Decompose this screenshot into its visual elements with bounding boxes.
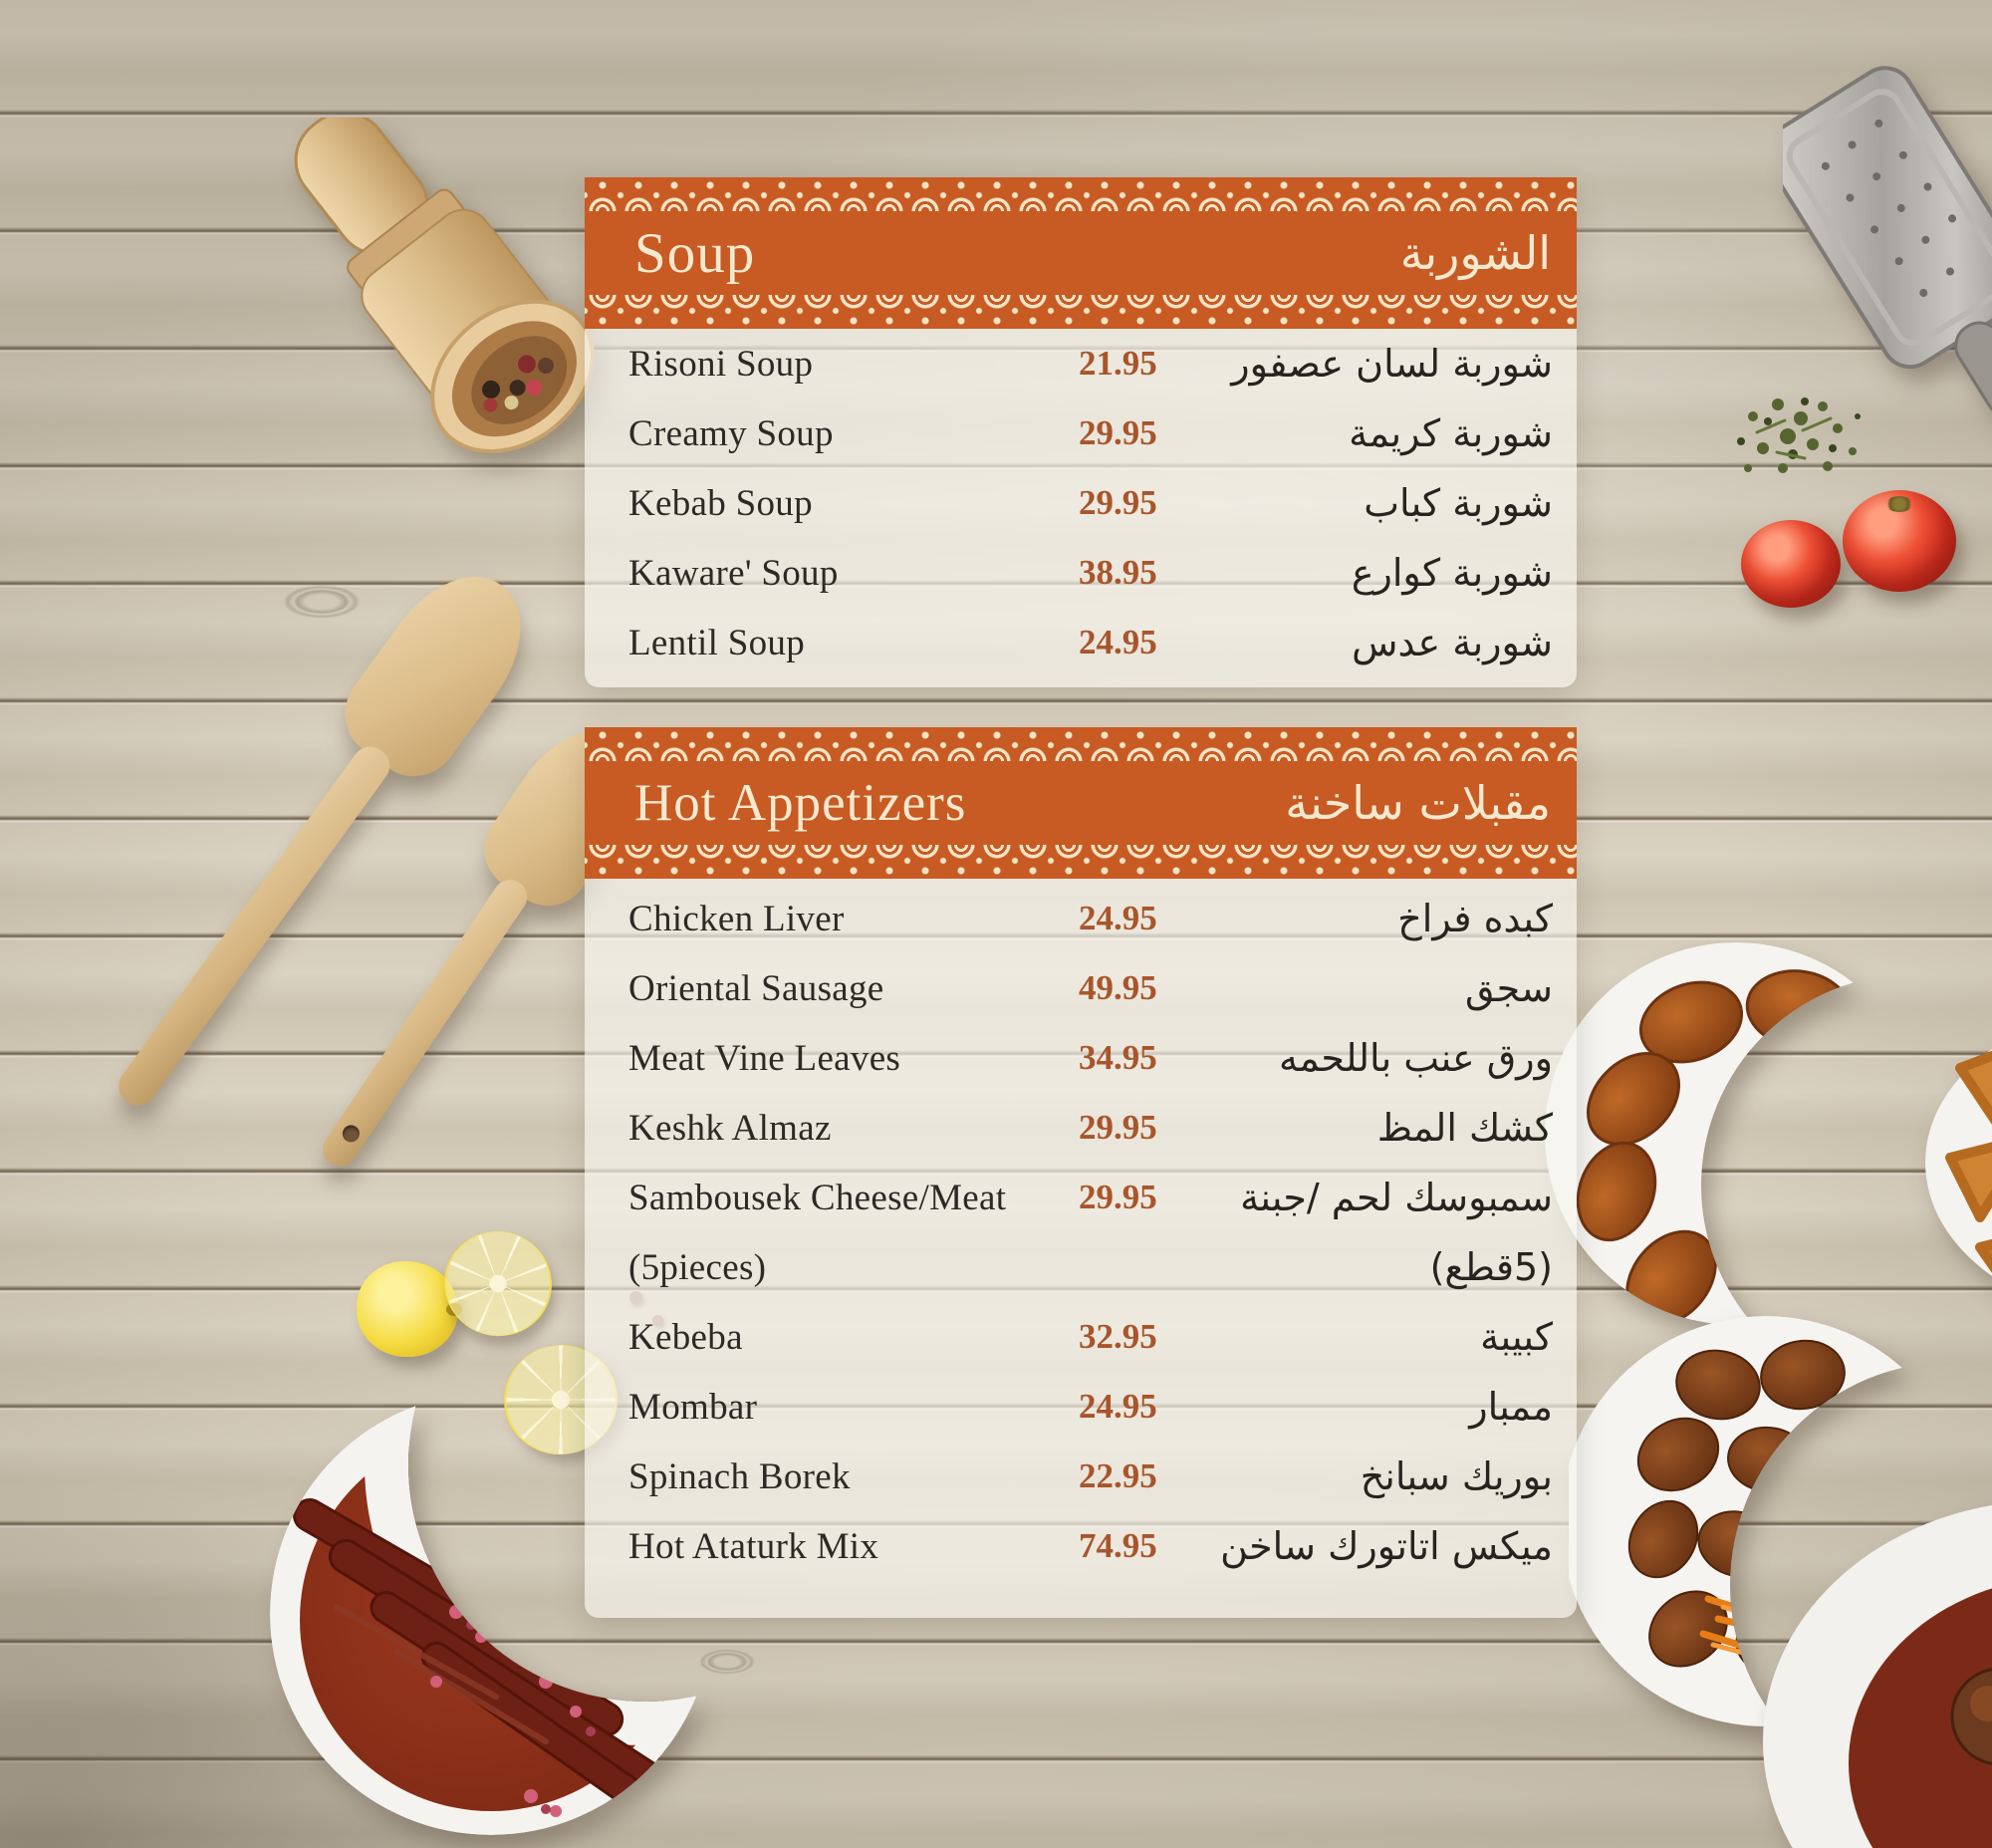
soup-banner-band: Soup الشوربة — [585, 211, 1577, 295]
item-name-en: Spinach Borek — [628, 1455, 851, 1497]
metal-grater-icon — [1783, 62, 1992, 460]
menu-item-row: Meat Vine Leaves 34.95 ورق عنب باللحمه — [585, 1023, 1577, 1093]
item-name-ar: شوربة كوارع — [1351, 551, 1553, 595]
item-price: 29.95 — [1079, 1108, 1157, 1147]
soup-section-panel: Soup الشوربة Risoni Soup 21.95 شوربة لسا… — [585, 177, 1577, 687]
hot-appetizers-banner-band: Hot Appetizers مقبلات ساخنة — [585, 761, 1577, 845]
item-name-en: Mombar — [628, 1386, 758, 1428]
item-name-ar: كبيبة — [1480, 1315, 1553, 1359]
hot-appetizers-section-panel: Hot Appetizers مقبلات ساخنة Chicken Live… — [585, 727, 1577, 1618]
item-name-ar: سمبوسك لحم /جبنة — [1240, 1176, 1553, 1219]
item-price: 24.95 — [1079, 899, 1157, 937]
tomato-icon — [1843, 490, 1956, 592]
meatball-sauce-bowl-icon — [1751, 1492, 1992, 1848]
tomato-icon — [1741, 520, 1841, 608]
soup-banner: Soup الشوربة — [585, 177, 1577, 329]
menu-item-row: Chicken Liver 24.95 كبده فراخ — [585, 884, 1577, 953]
menu-item-row: Kebab Soup 29.95 شوربة كباب — [585, 468, 1577, 538]
item-name-ar: كبده فراخ — [1397, 897, 1553, 940]
thyme-sprigs-icon — [1693, 357, 1902, 506]
menu-item-row: Lentil Soup 24.95 شوربة عدس — [585, 608, 1577, 677]
menu-item-row: Mombar 24.95 ممبار — [585, 1372, 1577, 1442]
soup-title-en: Soup — [634, 221, 756, 285]
item-name-en: Kebab Soup — [628, 482, 813, 524]
lace-border-icon — [585, 177, 1577, 211]
lace-border-icon — [585, 845, 1577, 879]
item-name-en: Meat Vine Leaves — [628, 1037, 901, 1079]
menu-item-row: Risoni Soup 21.95 شوربة لسان عصفور — [585, 329, 1577, 398]
hot-appetizers-title-ar: مقبلات ساخنة — [1285, 776, 1551, 830]
item-name-en: Chicken Liver — [628, 898, 845, 939]
soup-items: Risoni Soup 21.95 شوربة لسان عصفور Cream… — [585, 329, 1577, 677]
item-name-ar: سجق — [1464, 966, 1553, 1010]
item-name-ar: شوربة عدس — [1352, 621, 1553, 664]
item-name-en: Keshk Almaz — [628, 1107, 832, 1149]
item-price: 29.95 — [1079, 1178, 1157, 1216]
item-price: 49.95 — [1079, 968, 1157, 1007]
item-price: 24.95 — [1079, 623, 1157, 661]
item-price: 34.95 — [1079, 1038, 1157, 1077]
item-price: 24.95 — [1079, 1387, 1157, 1426]
item-name-en: Lentil Soup — [628, 622, 805, 663]
menu-item-row: Creamy Soup 29.95 شوربة كريمة — [585, 398, 1577, 468]
item-name-ar: كشك المظ — [1376, 1106, 1553, 1150]
item-name-en: Sambousek Cheese/Meat — [628, 1177, 1007, 1218]
item-price: 22.95 — [1079, 1456, 1157, 1495]
item-name-en: Oriental Sausage — [628, 967, 884, 1009]
item-name-ar: شوربة كباب — [1364, 481, 1553, 525]
item-name-ar: شوربة لسان عصفور — [1231, 342, 1553, 386]
wooden-scoop-icon — [247, 118, 635, 466]
item-price: 21.95 — [1079, 344, 1157, 383]
kibbeh-plate-icon — [1542, 934, 1960, 1343]
lace-border-icon — [585, 295, 1577, 329]
soup-title-ar: الشوربة — [1399, 226, 1551, 280]
wood-knot — [267, 578, 376, 626]
item-price: 74.95 — [1079, 1526, 1157, 1565]
item-name-ar: ورق عنب باللحمه — [1279, 1036, 1553, 1080]
item-name-en: Risoni Soup — [628, 343, 814, 385]
menu-item-row: Oriental Sausage 49.95 سجق — [585, 953, 1577, 1023]
item-name-ar: ميكس اتاتورك ساخن — [1220, 1524, 1553, 1568]
menu-item-row: Spinach Borek 22.95 بوريك سبانخ — [585, 1442, 1577, 1511]
menu-item-row: Kaware' Soup 38.95 شوربة كوارع — [585, 538, 1577, 608]
menu-item-row: Hot Ataturk Mix 74.95 ميكس اتاتورك ساخن — [585, 1511, 1577, 1581]
lace-border-icon — [585, 727, 1577, 761]
menu-item-row: Sambousek Cheese/Meat 29.95 سمبوسك لحم /… — [585, 1163, 1577, 1232]
lemon-icon — [357, 1261, 462, 1357]
item-name-ar: بوريك سبانخ — [1360, 1454, 1553, 1498]
menu-item-row: (5pieces) (5قطع) — [585, 1232, 1577, 1302]
item-name-en: Kaware' Soup — [628, 552, 839, 594]
menu-item-row: Keshk Almaz 29.95 كشك المظ — [585, 1093, 1577, 1163]
tomato-stem — [1885, 496, 1914, 513]
item-name-ar: ممبار — [1469, 1385, 1553, 1429]
item-name-en: Creamy Soup — [628, 412, 834, 454]
item-name-ar: شوربة كريمة — [1349, 411, 1553, 455]
item-name-en: (5pieces) — [628, 1246, 767, 1288]
hot-appetizers-title-en: Hot Appetizers — [634, 774, 967, 832]
sambousek-plate-icon — [1920, 998, 1992, 1327]
hot-appetizers-banner: Hot Appetizers مقبلات ساخنة — [585, 727, 1577, 879]
item-price: 29.95 — [1079, 413, 1157, 452]
item-name-en: Kebeba — [628, 1316, 743, 1358]
hot-appetizers-items: Chicken Liver 24.95 كبده فراخ Oriental S… — [585, 879, 1577, 1581]
item-price: 32.95 — [1079, 1317, 1157, 1356]
item-price: 38.95 — [1079, 553, 1157, 592]
item-price: 29.95 — [1079, 483, 1157, 522]
menu-item-row: Kebeba 32.95 كبيبة — [585, 1302, 1577, 1372]
item-name-ar: (5قطع) — [1429, 1245, 1553, 1289]
item-name-en: Hot Ataturk Mix — [628, 1525, 879, 1567]
